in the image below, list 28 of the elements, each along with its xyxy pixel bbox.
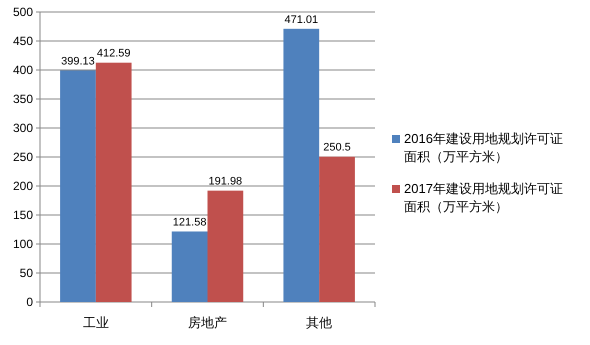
bar	[208, 190, 244, 302]
y-tick-label: 450	[12, 34, 34, 48]
y-tick-label: 500	[12, 5, 34, 19]
y-tick-label: 300	[12, 121, 34, 135]
data-label: 399.13	[61, 56, 95, 68]
data-label: 471.01	[284, 14, 318, 26]
data-label: 412.59	[96, 48, 131, 60]
x-tick-label: 工业	[82, 315, 109, 330]
y-tick-label: 150	[12, 208, 34, 222]
y-tick-label: 200	[12, 179, 34, 193]
bar	[96, 62, 132, 302]
x-tick-label: 其他	[306, 315, 332, 330]
data-label: 250.5	[323, 142, 351, 154]
data-label: 191.98	[208, 176, 242, 188]
y-tick-label: 0	[26, 295, 34, 309]
bar	[60, 70, 96, 302]
bar	[283, 28, 320, 302]
y-tick-label: 400	[12, 63, 34, 77]
y-tick-label: 350	[12, 92, 34, 106]
legend-label: 2016年建设用地规划许可证面积（万平方米）	[404, 130, 564, 166]
y-tick-label: 250	[12, 150, 34, 164]
y-tick-label: 50	[20, 266, 34, 280]
bar	[172, 231, 208, 302]
bar	[319, 156, 355, 302]
x-tick-label: 房地产	[188, 315, 227, 330]
legend-label: 2017年建设用地规划许可证面积（万平方米）	[404, 180, 564, 216]
y-tick-label: 100	[12, 237, 34, 251]
data-label: 121.58	[172, 216, 206, 228]
